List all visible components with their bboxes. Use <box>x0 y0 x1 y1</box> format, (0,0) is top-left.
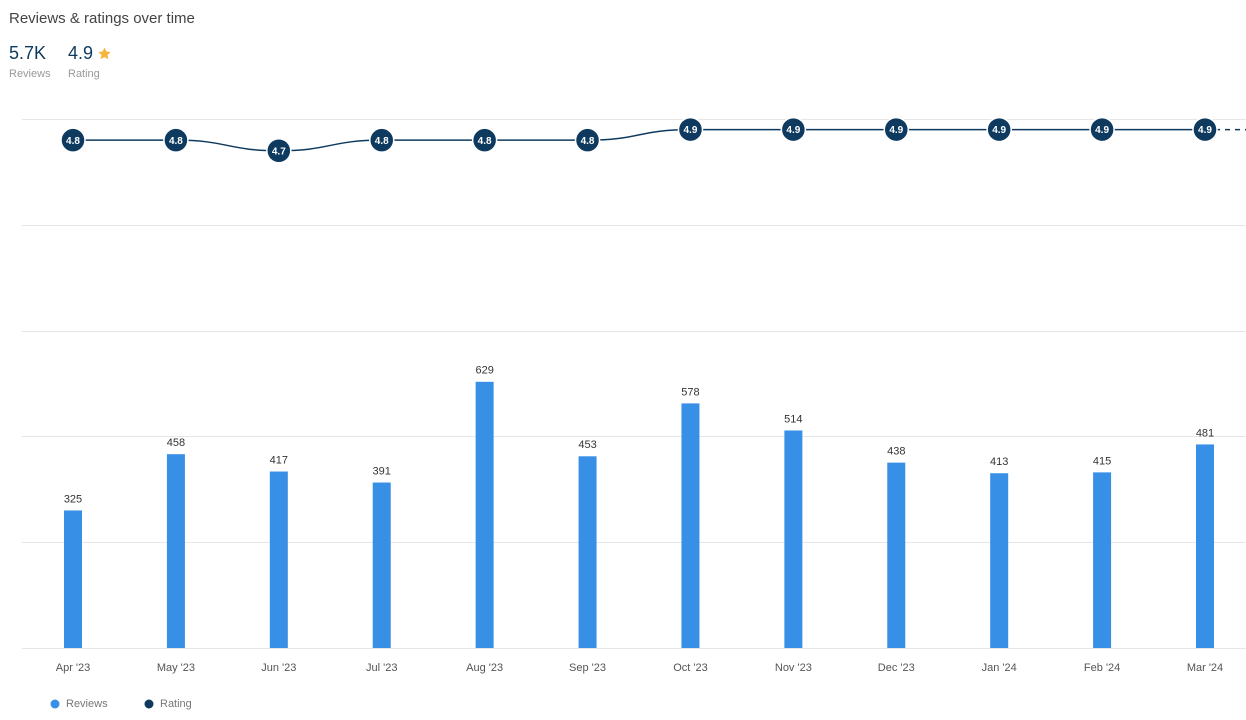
bar <box>1093 472 1112 648</box>
legend-marker <box>144 699 154 709</box>
legend-marker <box>50 699 60 709</box>
bar <box>269 471 288 648</box>
reviews-total: 5.7K <box>9 43 46 63</box>
x-tick-label: Feb '24 <box>1084 662 1120 674</box>
rating-value-label: 4.7 <box>272 146 286 157</box>
rating-value-label: 4.8 <box>581 136 595 147</box>
bar-value-label: 578 <box>681 386 699 398</box>
bar-value-label: 481 <box>1196 427 1214 439</box>
bar <box>578 456 597 648</box>
rating-point <box>1192 116 1218 143</box>
rating-point <box>986 116 1012 143</box>
bar-value-label: 417 <box>270 454 288 466</box>
x-tick-label: Dec '23 <box>878 662 915 674</box>
legend-label: Rating <box>160 698 192 710</box>
bar <box>475 381 494 648</box>
bar <box>1196 444 1214 648</box>
x-tick-label: Jul '23 <box>366 662 397 674</box>
rating-average-label: Rating <box>68 68 100 80</box>
bar <box>887 462 906 648</box>
bar <box>372 482 391 648</box>
rating-value-label: 4.8 <box>66 136 80 147</box>
x-tick-label: Mar '24 <box>1187 662 1223 674</box>
rating-point <box>60 127 86 153</box>
rating-value-label: 4.8 <box>375 136 389 147</box>
x-tick-label: Oct '23 <box>673 662 708 674</box>
chart-title: Reviews & ratings over time <box>9 10 195 27</box>
x-tick-label: Apr '23 <box>56 662 91 674</box>
rating-value-label: 4.9 <box>786 125 800 136</box>
x-tick-label: Jan '24 <box>982 662 1017 674</box>
bar-value-label: 453 <box>578 439 596 451</box>
x-tick-label: Aug '23 <box>466 662 503 674</box>
rating-line <box>73 128 1205 152</box>
rating-point <box>471 127 498 153</box>
bar-value-label: 415 <box>1093 455 1111 467</box>
rating-value-label: 4.9 <box>1198 125 1212 136</box>
bar-value-label: 325 <box>64 493 82 505</box>
x-tick-label: May '23 <box>157 662 195 674</box>
rating-point <box>368 127 395 153</box>
x-tick-label: Sep '23 <box>569 662 606 674</box>
rating-point <box>1089 116 1115 143</box>
rating-value-label: 4.9 <box>992 125 1006 136</box>
bar-value-label: 391 <box>373 465 391 477</box>
bar-value-label: 458 <box>167 437 185 449</box>
rating-value-label: 4.9 <box>889 125 903 136</box>
bar <box>990 473 1009 648</box>
rating-point <box>677 116 704 143</box>
bar <box>64 510 82 648</box>
x-tick-label: Nov '23 <box>775 662 812 674</box>
rating-point <box>883 116 910 143</box>
bar <box>166 454 185 648</box>
bar-value-label: 514 <box>784 413 802 425</box>
bar <box>681 403 700 648</box>
bar-value-label: 413 <box>990 456 1008 468</box>
reviews-total-label: Reviews <box>9 68 51 80</box>
rating-point <box>574 127 601 153</box>
rating-value-label: 4.9 <box>1095 125 1109 136</box>
rating-value-label: 4.8 <box>478 136 492 147</box>
star-icon <box>98 47 111 60</box>
x-tick-label: Jun '23 <box>261 662 296 674</box>
rating-point <box>780 116 807 143</box>
bar-value-label: 629 <box>475 365 493 377</box>
rating-average: 4.9 <box>68 43 93 63</box>
bar <box>784 430 803 648</box>
rating-value-label: 4.9 <box>684 125 698 136</box>
bar-value-label: 438 <box>887 446 905 458</box>
legend-label: Reviews <box>66 698 108 710</box>
rating-value-label: 4.8 <box>169 136 183 147</box>
rating-point <box>163 127 189 153</box>
rating-point <box>266 137 292 164</box>
